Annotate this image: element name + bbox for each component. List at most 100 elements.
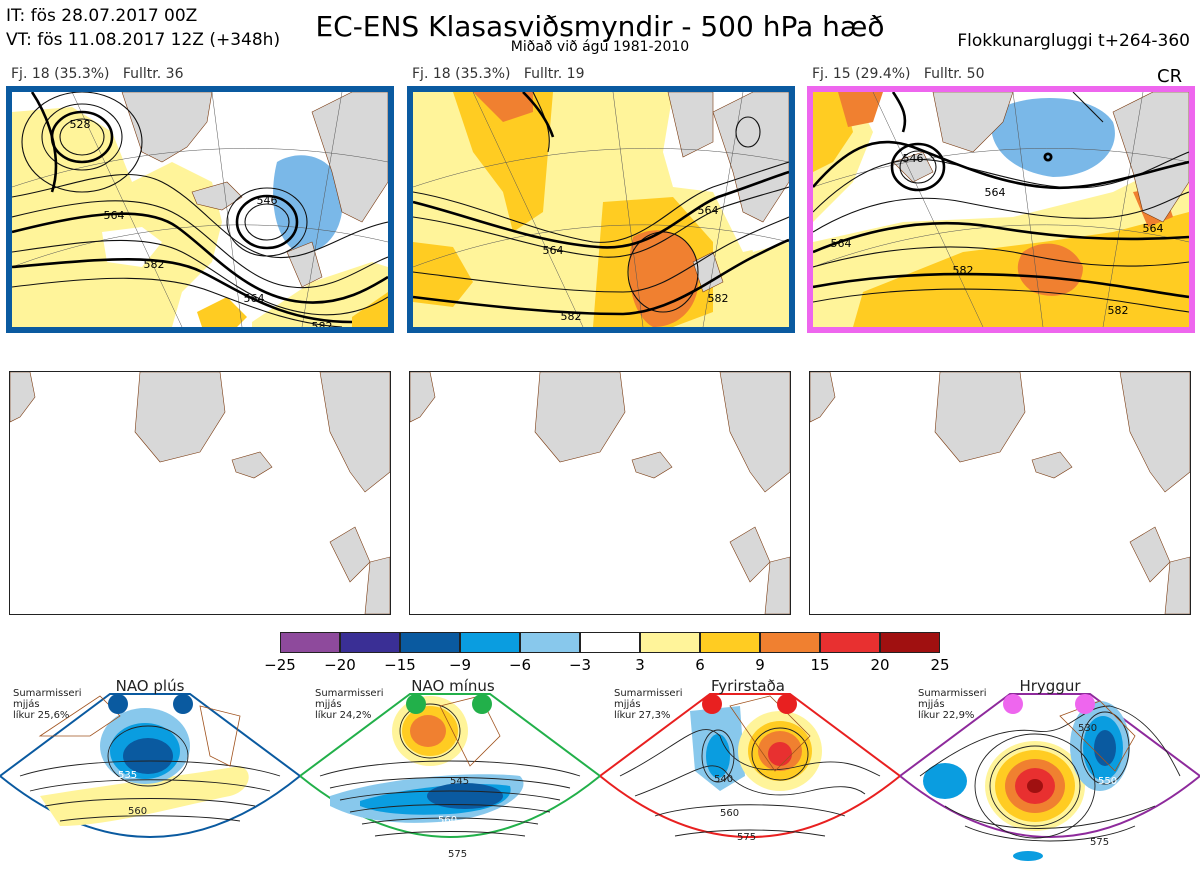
greenland-land [667,92,714,158]
iceland-land [631,451,673,479]
contour-label: 564 [831,237,852,250]
regime-4-prob: líkur 22,9% [918,710,975,721]
anomaly-positive-area [453,92,553,232]
colorbar-segment [880,632,940,653]
contour-label: 575 [448,849,467,860]
anomaly-positive-area [629,230,699,327]
iceland-land [231,451,273,479]
contour-label: 546 [257,194,278,207]
british-isles-land [286,241,323,288]
contour-label: 535 [118,770,137,781]
anomaly-positive-area [813,92,853,172]
scandinavia-land [311,92,388,223]
regime-4-dot-left [1003,694,1023,714]
panel-3-label: Fj. 15 (29.4%) Fulltr. 50 [812,66,985,82]
anomaly-positive-area [473,92,533,122]
contour-label: 550 [1098,776,1117,787]
regime-4-dot-right [1075,694,1095,714]
colorbar-tick-label: 15 [810,656,830,674]
anomaly-colorbar [280,632,942,653]
classification-window: Flokkunargluggi t+264-360 [957,31,1190,51]
contour-label: 564 [244,292,265,305]
regime-3-dot-left [702,694,722,714]
regime-4-mean: mjjás [918,699,945,710]
colorbar-tick-label: 20 [870,656,890,674]
british-isles-land [692,251,724,293]
page-subtitle: Miðað við ágú 1981-2010 [510,39,690,55]
contour-label: 564 [543,244,564,257]
contour-label: 560 [720,808,739,819]
cluster-map-1: 528 546 564 582 564 582 [6,86,394,333]
anomaly-neutral-area [663,147,713,192]
contour-label: 564 [1143,222,1164,235]
greenland-land [134,372,226,463]
regime-3-prob: líkur 27,3% [614,710,671,721]
scandinavia-land [1119,372,1190,493]
colorbar-tick-label: 9 [755,656,765,674]
regime-nao-plus: 535 560 [0,676,302,871]
panel-3-regime-tag: CR [1157,66,1183,87]
regime-3-dot-right [777,694,797,714]
british-isles-land [729,526,771,583]
colorbar-segment [760,632,820,653]
regime-3-mean: mjjás [614,699,641,710]
scandinavia-land [719,372,790,493]
canada-land [810,372,836,423]
british-isles-land [329,526,371,583]
colorbar-segment [520,632,580,653]
iceland-land [191,181,243,211]
contour-label: 575 [1090,837,1109,848]
regime-ridge: 530 550 575 [898,676,1200,871]
regime-1-mean: mjjás [13,699,40,710]
british-isles-land [1129,526,1171,583]
europe-land [364,556,390,614]
regime-1-name: NAO plús [115,677,185,695]
colorbar-segment [280,632,340,653]
contour-label: 564 [698,204,719,217]
regime-3-season: Sumarmisseri [614,688,683,699]
contour-label: 546 [903,152,924,165]
scandinavia-land [319,372,390,493]
scandinavia-land [712,92,789,223]
colorbar-segment [460,632,520,653]
colorbar-segment [400,632,460,653]
empty-map-1 [9,371,391,615]
regime-2-season: Sumarmisseri [315,688,384,699]
contour-label: 582 [144,258,165,271]
panel-1-label: Fj. 18 (35.3%) Fulltr. 36 [11,66,184,82]
europe-land [1164,556,1190,614]
anomaly-negative-area [273,155,343,253]
regime-nao-minus: 545 560 575 [298,676,602,871]
scandinavia-land [1112,92,1189,223]
anomaly-positive-area [838,92,883,127]
contour-label: 560 [128,806,147,817]
colorbar-tick-label: 3 [635,656,645,674]
greenland-land [934,372,1026,463]
contour-label: 575 [737,832,756,843]
colorbar-tick-label: 6 [695,656,705,674]
colorbar-tick-label: 25 [930,656,950,674]
empty-map-3 [809,371,1191,615]
regime-2-dot-right [472,694,492,714]
regime-2-dot-left [406,694,426,714]
regime-2-name: NAO mínus [411,677,495,695]
page-title: EC-ENS Klasasviðsmyndir - 500 hPa hæð [315,10,885,43]
contour-label: 582 [1108,304,1129,317]
regime-1-dot-right [173,694,193,714]
valid-time: VT: fös 11.08.2017 12Z (+348h) [6,30,281,50]
regime-1-dot-left [108,694,128,714]
contour-label: 560 [438,815,457,826]
contour-label: 564 [985,186,1006,199]
anomaly-positive-area [12,107,222,327]
contour-label: 545 [450,776,469,787]
regime-1-prob: líkur 25,6% [13,710,70,721]
regime-1-season: Sumarmisseri [13,688,82,699]
regime-4-name: Hryggur [1019,677,1081,695]
canada-land [10,372,36,423]
colorbar-tick-label: −25 [264,656,296,674]
greenland-land [534,372,626,463]
contour-label: 582 [312,320,333,327]
anomaly-positive-area [413,242,473,307]
contour-label: 528 [70,118,91,131]
colorbar-segment [640,632,700,653]
